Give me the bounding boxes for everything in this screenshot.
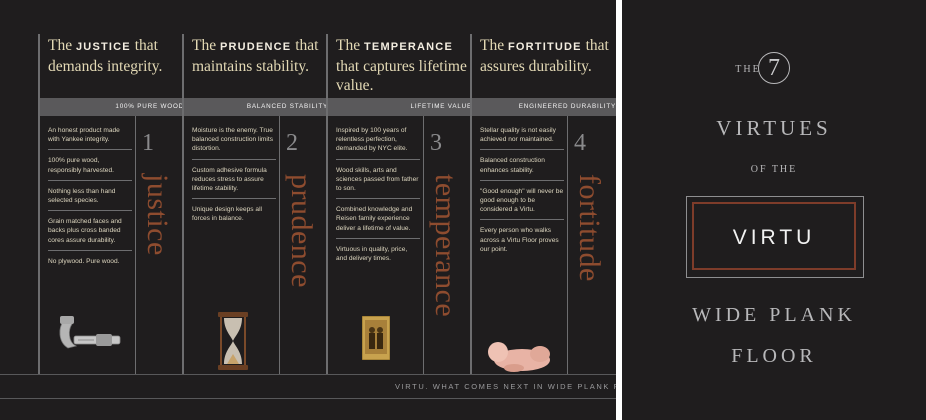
heading-suffix: that assures durability.	[480, 37, 609, 75]
feature-band: LIFETIME VALUE	[328, 98, 478, 116]
virtue-column-justice: The JUSTICE that demands integrity. 100%…	[38, 34, 190, 374]
column-heading: The TEMPERANCE that captures lifetime va…	[336, 36, 476, 95]
feature-band: 100% PURE WOOD	[40, 98, 190, 116]
virtue-column-prudence: The PRUDENCE that maintains stability. B…	[182, 34, 334, 374]
heading-prefix: The	[192, 37, 220, 54]
list-item: Grain matched faces and backs plus cross…	[48, 217, 132, 251]
list-item: 100% pure wood, responsibly harvested.	[48, 156, 132, 181]
brochure-inside-panel: The JUSTICE that demands integrity. 100%…	[0, 0, 616, 420]
panel-gutter	[616, 0, 622, 420]
heading-suffix: that captures lifetime value.	[336, 58, 467, 94]
virtue-name: PRUDENCE	[219, 41, 292, 53]
vertical-word: temperance	[426, 174, 466, 374]
photograph-icon	[362, 316, 390, 360]
list-item: Wood skills, arts and sciences passed fr…	[336, 166, 420, 200]
column-number: 1	[142, 130, 154, 156]
feature-band: ENGINEERED DURABILITY	[472, 98, 616, 116]
column-heading: The JUSTICE that demands integrity.	[48, 36, 188, 76]
column-divider	[470, 34, 472, 374]
vertical-word-text: fortitude	[573, 174, 606, 282]
virtue-column-temperance: The TEMPERANCE that captures lifetime va…	[326, 34, 478, 374]
cover-line-floor: FLOOR	[731, 345, 817, 367]
vertical-word-text: justice	[141, 174, 174, 256]
micrometer-icon	[59, 316, 121, 349]
heading-suffix: that maintains stability.	[192, 37, 319, 75]
hourglass-icon	[218, 312, 248, 370]
vertical-word-text: prudence	[285, 174, 318, 288]
brand-frame-outer	[686, 196, 864, 278]
list-item: Balanced construction enhances stability…	[480, 156, 564, 181]
tagline: VIRTU. WHAT COMES NEXT IN WIDE PLANK FL	[395, 382, 616, 391]
cover-the: THE	[735, 64, 761, 75]
list-item: Virtuous in quality, price, and delivery…	[336, 245, 408, 263]
list-item: Moisture is the enemy. True balanced con…	[192, 126, 276, 160]
heading-prefix: The	[336, 37, 364, 54]
cover-line-wide-plank: WIDE PLANK	[692, 304, 856, 326]
column-heading: The PRUDENCE that maintains stability.	[192, 36, 332, 76]
virtue-name: TEMPERANCE	[363, 41, 453, 53]
column-number: 2	[286, 130, 298, 156]
list-item: Nothing less than hand selected species.	[48, 187, 132, 212]
column-rule	[135, 116, 136, 374]
heading-prefix: The	[48, 37, 76, 54]
list-item: No plywood. Pure wood.	[48, 257, 120, 265]
column-divider	[326, 34, 328, 374]
column-rule	[567, 116, 568, 374]
column-number: 3	[430, 130, 442, 156]
column-divider	[182, 34, 184, 374]
heading-prefix: The	[480, 37, 508, 54]
list-item: Stellar quality is not easily achieved n…	[480, 126, 564, 151]
vertical-word: fortitude	[570, 174, 610, 374]
heading-suffix: that demands integrity.	[48, 37, 163, 75]
list-item: Inspired by 100 years of relentless perf…	[336, 126, 420, 160]
list-item: Custom adhesive formula reduces stress t…	[192, 166, 276, 200]
footer-rule	[0, 398, 616, 399]
list-item: Combined knowledge and Reisen family exp…	[336, 205, 420, 239]
baseline-rule	[0, 374, 616, 375]
feature-list: Moisture is the enemy. True balanced con…	[192, 126, 276, 235]
column-rule	[423, 116, 424, 374]
column-divider	[38, 34, 40, 374]
virtue-name: FORTITUDE	[507, 41, 582, 53]
list-item: An honest product made with Yankee integ…	[48, 126, 132, 151]
vertical-word: prudence	[282, 174, 322, 374]
vertical-word-text: temperance	[429, 174, 462, 318]
column-heading: The FORTITUDE that assures durability.	[480, 36, 616, 76]
baby-icon	[488, 342, 550, 372]
vertical-word: justice	[138, 174, 178, 374]
column-rule	[279, 116, 280, 374]
list-item: "Good enough" will never be good enough …	[480, 187, 564, 221]
feature-band: BALANCED STABILITY	[184, 98, 334, 116]
list-item: Every person who walks across a Virtu Fl…	[480, 227, 559, 253]
feature-list: Stellar quality is not easily achieved n…	[480, 126, 564, 265]
brand-frame-inner	[692, 202, 856, 270]
cover-of-the: OF THE	[750, 164, 798, 175]
virtue-name: JUSTICE	[75, 41, 131, 53]
virtue-column-fortitude: The FORTITUDE that assures durability. E…	[470, 34, 616, 374]
feature-list: Inspired by 100 years of relentless perf…	[336, 126, 420, 274]
brand-name: VIRTU	[732, 226, 816, 249]
seven-emblem: 7	[758, 52, 790, 84]
column-number: 4	[574, 130, 586, 156]
brochure-cover-panel: THE 7 VIRTUES OF THE VIRTU WIDE PLANK FL…	[622, 0, 926, 420]
cover-virtues: VIRTUES	[716, 116, 832, 140]
feature-list: An honest product made with Yankee integ…	[48, 126, 132, 277]
list-item: Unique design keeps all forces in balanc…	[192, 206, 263, 223]
